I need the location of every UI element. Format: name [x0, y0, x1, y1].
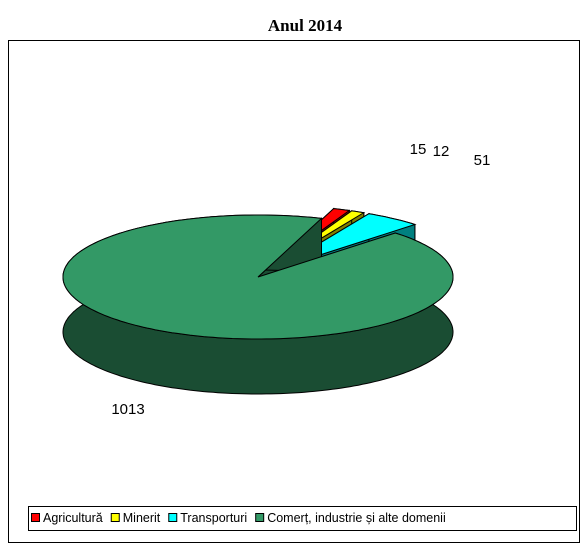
chart-title: Anul 2014	[268, 16, 343, 35]
data-label: 15	[410, 141, 427, 158]
legend-label: Minerit	[123, 511, 161, 525]
legend-box	[28, 506, 577, 531]
slice	[62, 214, 454, 395]
legend-swatch	[31, 513, 40, 522]
slice-top	[62, 214, 454, 340]
legend-label: Transporturi	[180, 511, 247, 525]
legend-label: Agricultură	[43, 511, 103, 525]
legend-swatch	[255, 513, 265, 522]
legend-swatch	[110, 513, 120, 522]
data-label: 51	[474, 152, 491, 169]
legend-swatch	[168, 513, 178, 522]
legend-label: Comerț, industrie și alte domenii	[267, 511, 446, 525]
data-label: 12	[433, 143, 450, 160]
data-label: 1013	[111, 401, 144, 418]
